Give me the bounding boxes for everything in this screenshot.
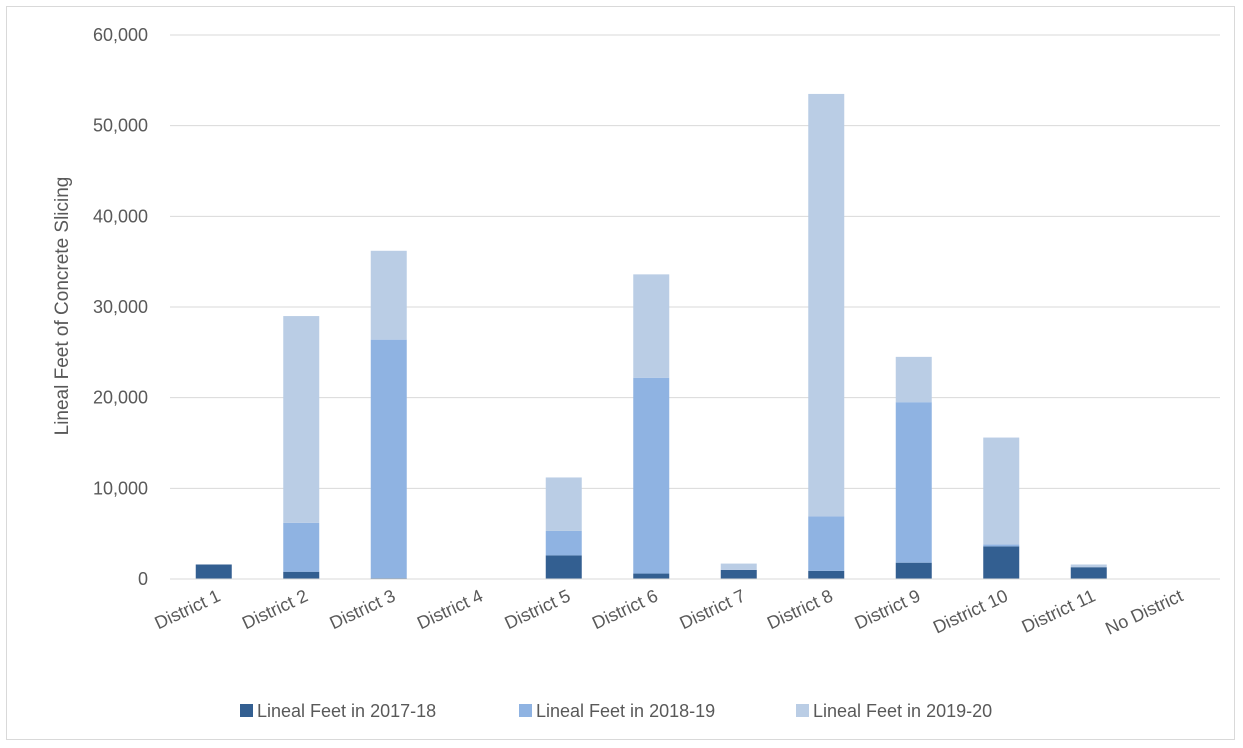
bar-segment <box>720 569 757 579</box>
y-tick-label: 30,000 <box>93 297 148 317</box>
bar-segment <box>895 356 932 403</box>
bar-segment <box>983 544 1020 547</box>
legend: Lineal Feet in 2017-18 Lineal Feet in 201… <box>240 701 992 721</box>
legend-swatch <box>796 704 809 717</box>
bar-segment <box>633 377 670 574</box>
legend-label: Lineal Feet in 2019-20 <box>813 701 992 721</box>
bar-segment <box>895 402 932 563</box>
y-axis-label: Lineal Feet of Concrete Slicing <box>52 177 73 436</box>
bar-segment <box>195 564 232 579</box>
bar-segment <box>983 546 1020 579</box>
bar-segment <box>1070 564 1107 568</box>
bar-segment <box>283 316 320 523</box>
bar-segment <box>545 530 582 556</box>
x-tick-label: District 8 <box>764 585 836 633</box>
x-tick-label: District 3 <box>327 585 399 633</box>
x-tick-label: No District <box>1102 585 1186 638</box>
bar-segment <box>808 516 845 571</box>
x-tick-label: District 4 <box>414 585 486 633</box>
bar-segment <box>283 571 320 579</box>
bar-segment <box>1070 567 1107 579</box>
x-tick-label: District 2 <box>239 585 311 633</box>
y-tick-label: 60,000 <box>93 25 148 45</box>
bar-segment <box>545 477 582 531</box>
bar-segment <box>633 274 670 378</box>
bar-segment <box>983 437 1020 545</box>
legend-swatch <box>519 704 532 717</box>
x-tick-label: District 6 <box>589 585 661 633</box>
bar-segment <box>283 522 320 572</box>
y-axis-ticks: 0 10,000 20,000 30,000 40,000 50,000 60,000 <box>93 25 148 589</box>
x-tick-label: District 10 <box>930 585 1011 637</box>
legend-label: Lineal Feet in 2018-19 <box>536 701 715 721</box>
bar-segment <box>633 573 670 579</box>
x-tick-label: District 5 <box>502 585 574 633</box>
bar-segment <box>370 339 407 579</box>
y-tick-label: 10,000 <box>93 478 148 498</box>
bars <box>195 93 1107 579</box>
y-tick-label: 50,000 <box>93 116 148 136</box>
x-tick-label: District 11 <box>1019 585 1099 636</box>
chart-frame <box>6 6 1235 740</box>
bar-segment <box>545 555 582 579</box>
bar-segment <box>808 570 845 579</box>
bar-segment <box>895 562 932 579</box>
x-tick-label: District 9 <box>852 585 924 633</box>
x-tick-label: District 1 <box>152 585 224 633</box>
bar-segment <box>720 563 757 570</box>
bar-segment <box>370 250 407 340</box>
y-tick-label: 20,000 <box>93 388 148 408</box>
x-tick-label: District 7 <box>677 585 749 633</box>
y-tick-label: 40,000 <box>93 206 148 226</box>
legend-label: Lineal Feet in 2017-18 <box>257 701 436 721</box>
legend-swatch <box>240 704 253 717</box>
x-axis-ticks: District 1 District 2 District 3 District 4… <box>152 585 1186 638</box>
y-tick-label: 0 <box>138 569 148 589</box>
gridlines <box>170 34 1220 489</box>
bar-segment <box>808 93 845 517</box>
